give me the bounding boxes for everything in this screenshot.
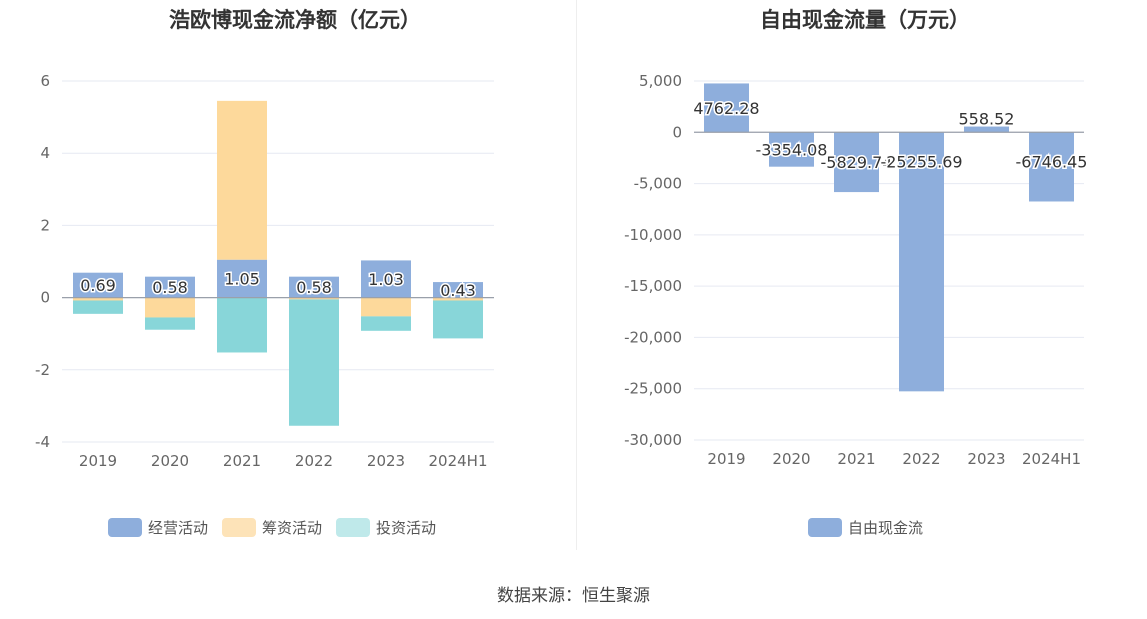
left-chart-title: 浩欧博现金流净额（亿元） xyxy=(169,8,421,32)
y-tick-label: 0 xyxy=(40,289,50,307)
bar-series-2 xyxy=(361,316,411,331)
bar-primary xyxy=(1029,132,1074,202)
x-tick-label: 2022 xyxy=(295,452,333,470)
left-legend: 经营活动 筹资活动 投资活动 xyxy=(108,517,450,538)
y-tick-label: 2 xyxy=(40,216,50,234)
legend-swatch xyxy=(808,518,842,537)
bar-series-1 xyxy=(361,297,411,317)
legend-label: 自由现金流 xyxy=(848,519,924,537)
x-tick-label: 2020 xyxy=(772,450,810,468)
bar-primary xyxy=(289,276,339,298)
bar-series-1 xyxy=(73,297,123,301)
data-label: 0.43 xyxy=(440,281,476,300)
bar-series-1 xyxy=(433,297,483,301)
chart-divider xyxy=(576,0,577,550)
free-cashflow-chart: 5,000 0 -5,000 -10,000 -15,000 -20,000 -25,000… xyxy=(624,72,1089,468)
y-tick-label: -15,000 xyxy=(624,277,682,295)
legend-label: 经营活动 xyxy=(148,519,209,537)
legend-swatch xyxy=(108,518,142,537)
data-label: -6746.45 xyxy=(1016,152,1088,171)
data-label: -25255.69 xyxy=(880,152,962,171)
bar-primary xyxy=(769,132,814,167)
legend-swatch xyxy=(222,518,257,537)
y-tick-label: -30,000 xyxy=(624,431,682,449)
bar-primary xyxy=(217,259,267,298)
y-tick-label: -2 xyxy=(35,361,50,379)
bar-primary xyxy=(899,132,944,392)
bar-primary xyxy=(145,276,195,298)
cashflow-net-chart: 6 4 2 0 -2 -4 2019 2020 2021 2022 2023 2024H1 0.69 0.… xyxy=(35,72,494,470)
bar-series-2 xyxy=(145,317,195,330)
x-tick-label: 2019 xyxy=(707,450,745,468)
bar-primary xyxy=(433,282,483,298)
bar-series-2 xyxy=(433,300,483,339)
y-tick-label: -4 xyxy=(35,433,50,451)
legend-item-operating[interactable]: 经营活动 xyxy=(108,517,208,538)
y-tick-label: -5,000 xyxy=(634,175,682,193)
y-tick-label: -20,000 xyxy=(624,328,682,346)
x-tick-label: 2021 xyxy=(223,452,261,470)
legend-item-free-cashflow[interactable]: 自由现金流 xyxy=(808,517,923,538)
bar-primary xyxy=(361,260,411,298)
data-label: 558.52 xyxy=(959,110,1015,129)
x-tick-label: 2021 xyxy=(837,450,875,468)
data-label: 1.03 xyxy=(368,270,404,289)
y-tick-label: -10,000 xyxy=(624,226,682,244)
x-tick-label: 2022 xyxy=(902,450,940,468)
legend-item-financing[interactable]: 筹资活动 xyxy=(222,517,322,538)
data-label: -5829.74 xyxy=(821,153,893,172)
x-tick-label: 2024H1 xyxy=(429,452,488,470)
bar-primary xyxy=(834,132,879,193)
legend-item-investing[interactable]: 投资活动 xyxy=(336,517,436,538)
data-label: 0.58 xyxy=(152,278,188,297)
y-tick-label: -25,000 xyxy=(624,380,682,398)
data-label: 0.69 xyxy=(80,276,116,295)
right-chart-title: 自由现金流量（万元） xyxy=(760,8,970,32)
y-tick-label: 6 xyxy=(40,72,50,90)
data-label: 0.58 xyxy=(296,278,332,297)
data-label: 4762.28 xyxy=(693,99,759,118)
right-legend: 自由现金流 xyxy=(808,517,937,538)
x-tick-label: 2024H1 xyxy=(1022,450,1081,468)
y-tick-label: 5,000 xyxy=(639,72,682,90)
x-tick-label: 2023 xyxy=(367,452,405,470)
bar-series-2 xyxy=(73,300,123,314)
bar-primary xyxy=(704,83,749,133)
bar-primary xyxy=(964,126,1009,133)
bar-primary xyxy=(73,272,123,298)
x-tick-label: 2020 xyxy=(151,452,189,470)
legend-label: 筹资活动 xyxy=(262,519,323,537)
y-tick-label: 4 xyxy=(40,144,50,162)
bar-series-1 xyxy=(145,297,195,318)
x-tick-label: 2019 xyxy=(79,452,117,470)
data-source: 数据来源：恒生聚源 xyxy=(497,586,650,606)
bar-series-2 xyxy=(217,297,267,353)
bar-series-2 xyxy=(289,299,339,426)
legend-label: 投资活动 xyxy=(376,519,437,537)
data-label: 1.05 xyxy=(224,270,260,289)
bar-series-1 xyxy=(289,297,339,300)
bar-series-1 xyxy=(217,100,267,260)
x-tick-label: 2023 xyxy=(967,450,1005,468)
y-tick-label: 0 xyxy=(672,123,682,141)
legend-swatch xyxy=(336,518,371,537)
data-label: -3354.08 xyxy=(756,140,828,159)
